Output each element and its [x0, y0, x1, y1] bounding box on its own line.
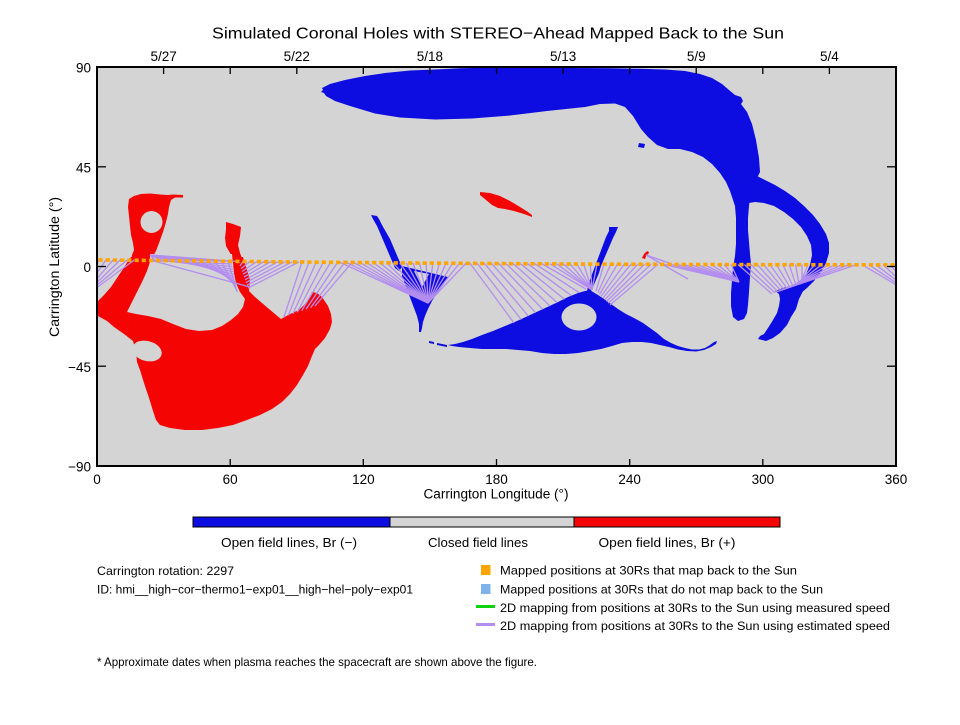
svg-text:5/13: 5/13 [550, 49, 576, 64]
svg-text:Mapped positions at 30Rs that: Mapped positions at 30Rs that do not map… [500, 582, 823, 596]
svg-text:360: 360 [885, 472, 908, 487]
svg-text:60: 60 [223, 472, 238, 487]
svg-text:Carrington rotation: 2297: Carrington rotation: 2297 [97, 564, 234, 578]
svg-text:5/22: 5/22 [284, 49, 310, 64]
svg-text:Open field lines, Br (+): Open field lines, Br (+) [599, 535, 736, 550]
svg-text:−45: −45 [68, 360, 91, 375]
svg-text:2D mapping from positions at 3: 2D mapping from positions at 30Rs to the… [500, 601, 890, 615]
svg-text:120: 120 [352, 472, 375, 487]
svg-text:Open field lines, Br (−): Open field lines, Br (−) [221, 535, 357, 550]
svg-text:−90: −90 [68, 460, 91, 475]
svg-text:* Approximate dates when plasm: * Approximate dates when plasma reaches … [97, 655, 537, 669]
svg-text:Carrington Longitude (°): Carrington Longitude (°) [424, 487, 569, 502]
svg-text:5/4: 5/4 [820, 49, 839, 64]
svg-text:90: 90 [76, 61, 91, 76]
svg-text:Simulated Coronal Holes with S: Simulated Coronal Holes with STEREO−Ahea… [212, 26, 784, 43]
svg-text:0: 0 [93, 472, 101, 487]
svg-text:Mapped positions at 30Rs that: Mapped positions at 30Rs that map back t… [500, 563, 797, 577]
svg-text:Carrington Latitude (°): Carrington Latitude (°) [47, 197, 62, 337]
svg-text:5/9: 5/9 [687, 49, 706, 64]
svg-text:Closed field lines: Closed field lines [428, 535, 529, 550]
svg-text:0: 0 [83, 260, 91, 275]
svg-text:ID: hmi__high−cor−thermo1−exp0: ID: hmi__high−cor−thermo1−exp01__high−he… [97, 583, 413, 597]
svg-text:5/27: 5/27 [150, 49, 176, 64]
svg-text:240: 240 [618, 472, 641, 487]
svg-text:180: 180 [485, 472, 508, 487]
svg-text:300: 300 [752, 472, 775, 487]
svg-text:45: 45 [76, 160, 91, 175]
svg-text:2D mapping from positions at 3: 2D mapping from positions at 30Rs to the… [500, 619, 890, 633]
svg-text:5/18: 5/18 [417, 49, 443, 64]
